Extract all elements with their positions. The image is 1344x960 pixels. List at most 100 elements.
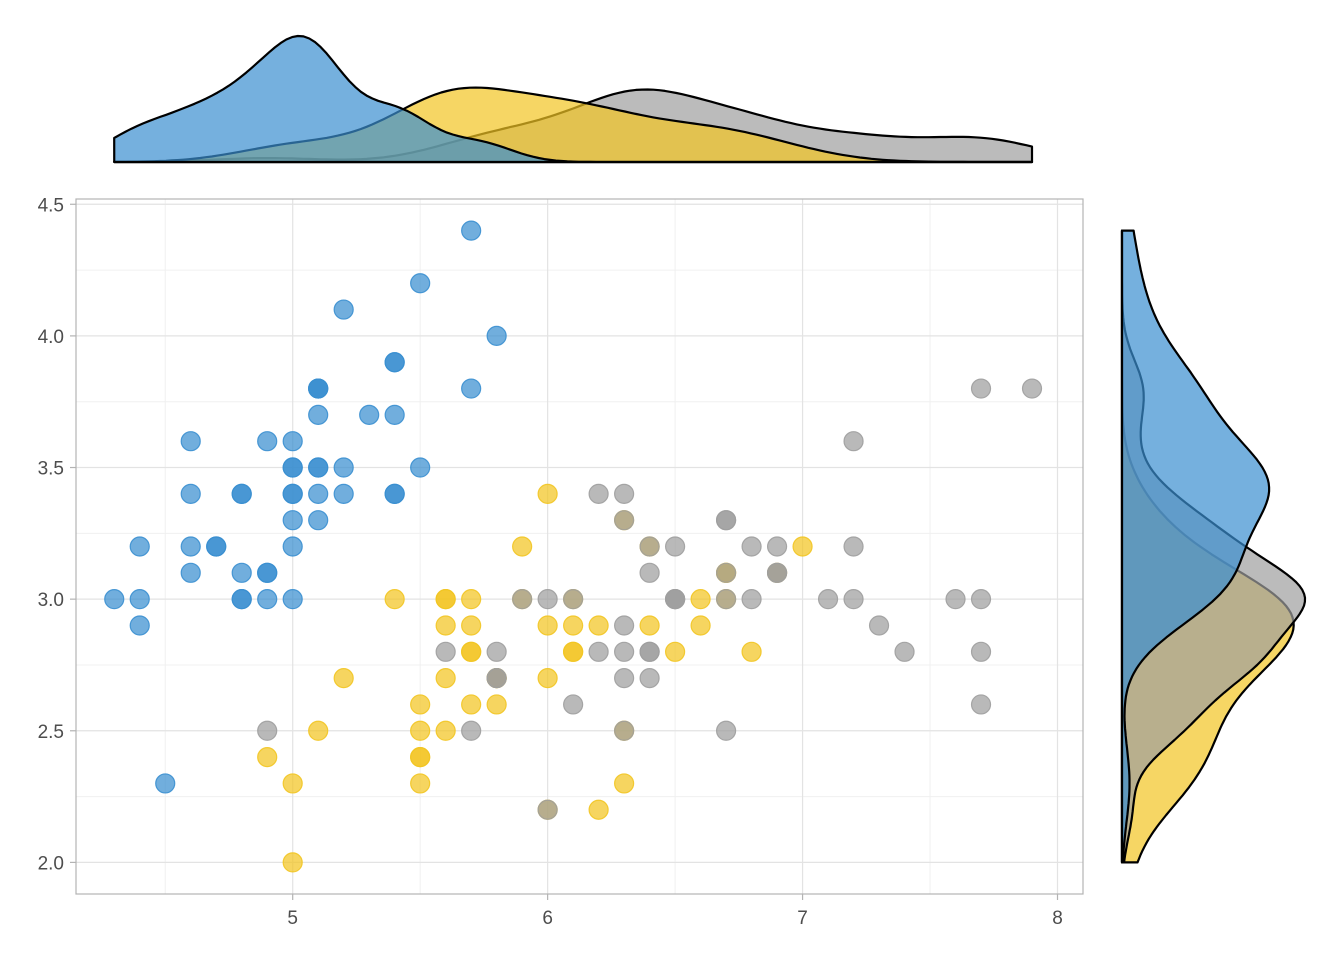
scatter-point	[639, 615, 660, 636]
scatter-point	[282, 457, 303, 478]
scatter-point	[257, 431, 278, 452]
scatter-point	[129, 536, 150, 557]
scatter-point	[333, 299, 354, 320]
scatter-point	[282, 483, 303, 504]
scatter-point	[537, 483, 558, 504]
scatter-point	[308, 510, 329, 531]
scatter-point	[410, 747, 431, 768]
scatter-point	[384, 404, 405, 425]
scatter-point	[359, 404, 380, 425]
scatter-point	[435, 641, 456, 662]
scatter-point	[461, 589, 482, 610]
scatter-point	[563, 641, 584, 662]
scatter-point	[282, 431, 303, 452]
x-tick-label: 6	[542, 908, 553, 929]
scatter-point	[715, 510, 737, 531]
scatter-point	[563, 694, 584, 715]
scatter-point	[461, 720, 482, 741]
scatter-point	[384, 483, 405, 504]
scatter-point	[333, 457, 354, 478]
scatter-point	[970, 641, 992, 662]
y-tick-label: 3.5	[38, 459, 64, 480]
scatter-points	[104, 220, 1043, 873]
y-tick-label: 3.0	[38, 590, 64, 611]
scatter-point	[970, 378, 992, 399]
scatter-point	[690, 615, 711, 636]
scatter-point	[588, 641, 609, 662]
scatter-point	[282, 773, 303, 794]
scatter-point	[282, 852, 303, 873]
scatter-point	[792, 536, 813, 557]
scatter-point	[206, 536, 227, 557]
scatter-point	[282, 589, 303, 610]
scatter-point	[639, 536, 660, 557]
scatter-point	[843, 431, 864, 452]
y-tick-label: 4.0	[38, 327, 64, 348]
scatter-point	[614, 615, 635, 636]
scatter-point	[588, 799, 609, 820]
scatter-point	[537, 589, 558, 610]
scatter-point	[155, 773, 176, 794]
scatter-point	[766, 536, 788, 557]
top-density-area	[113, 34, 1034, 164]
scatter-point	[1021, 378, 1043, 399]
scatter-point	[512, 536, 533, 557]
scatter-point	[715, 720, 737, 741]
scatter-point	[308, 720, 329, 741]
scatter-point	[486, 668, 507, 689]
scatter-point	[308, 483, 329, 504]
scatter-point	[639, 562, 660, 583]
scatter-point	[410, 273, 431, 294]
scatter-point	[843, 536, 864, 557]
x-tick-label: 7	[797, 908, 808, 929]
scatter-point	[766, 562, 788, 583]
scatter-point	[614, 483, 635, 504]
scatter-point	[384, 352, 405, 373]
scatter-point	[512, 589, 533, 610]
scatter-point	[257, 720, 278, 741]
scatter-point	[308, 378, 329, 399]
scatter-point	[461, 694, 482, 715]
y-tick-label: 4.5	[38, 195, 64, 216]
scatter-point	[180, 431, 201, 452]
scatter-point	[180, 483, 201, 504]
scatter-point	[257, 747, 278, 768]
scatter-point	[461, 220, 482, 241]
scatter-point	[410, 720, 431, 741]
scatter-point	[257, 589, 278, 610]
scatter-point	[715, 562, 737, 583]
x-tick-label: 5	[287, 908, 298, 929]
scatter-point	[970, 694, 992, 715]
y-tick-label: 2.0	[38, 853, 64, 874]
scatter-point	[410, 457, 431, 478]
scatter-point	[180, 536, 201, 557]
scatter-point	[231, 562, 252, 583]
axes: 5 6 7 8 2.0 2.5 3.0 3.5 4.0 4.5	[38, 195, 1063, 929]
scatter-point	[308, 404, 329, 425]
scatter-point	[180, 562, 201, 583]
scatter-point	[945, 589, 966, 610]
scatter-point	[639, 668, 660, 689]
scatter-point	[741, 536, 762, 557]
right-marginal-density	[1120, 229, 1307, 864]
scatter-point	[257, 562, 278, 583]
scatter-point	[384, 589, 405, 610]
scatter-point	[665, 536, 686, 557]
scatter-point	[563, 615, 584, 636]
scatter-point	[537, 668, 558, 689]
scatter-point	[486, 641, 507, 662]
scatter-point	[970, 589, 992, 610]
scatter-point	[282, 536, 303, 557]
scatter-point	[486, 325, 507, 346]
scatter-point	[690, 589, 711, 610]
scatter-point	[308, 457, 329, 478]
right-density-area	[1120, 229, 1271, 864]
scatter-point	[231, 483, 252, 504]
scatter-point	[333, 668, 354, 689]
plot-panel	[76, 199, 1083, 894]
scatter-point	[715, 589, 737, 610]
scatter-point	[435, 720, 456, 741]
scatter-point	[588, 483, 609, 504]
scatter-point	[461, 378, 482, 399]
